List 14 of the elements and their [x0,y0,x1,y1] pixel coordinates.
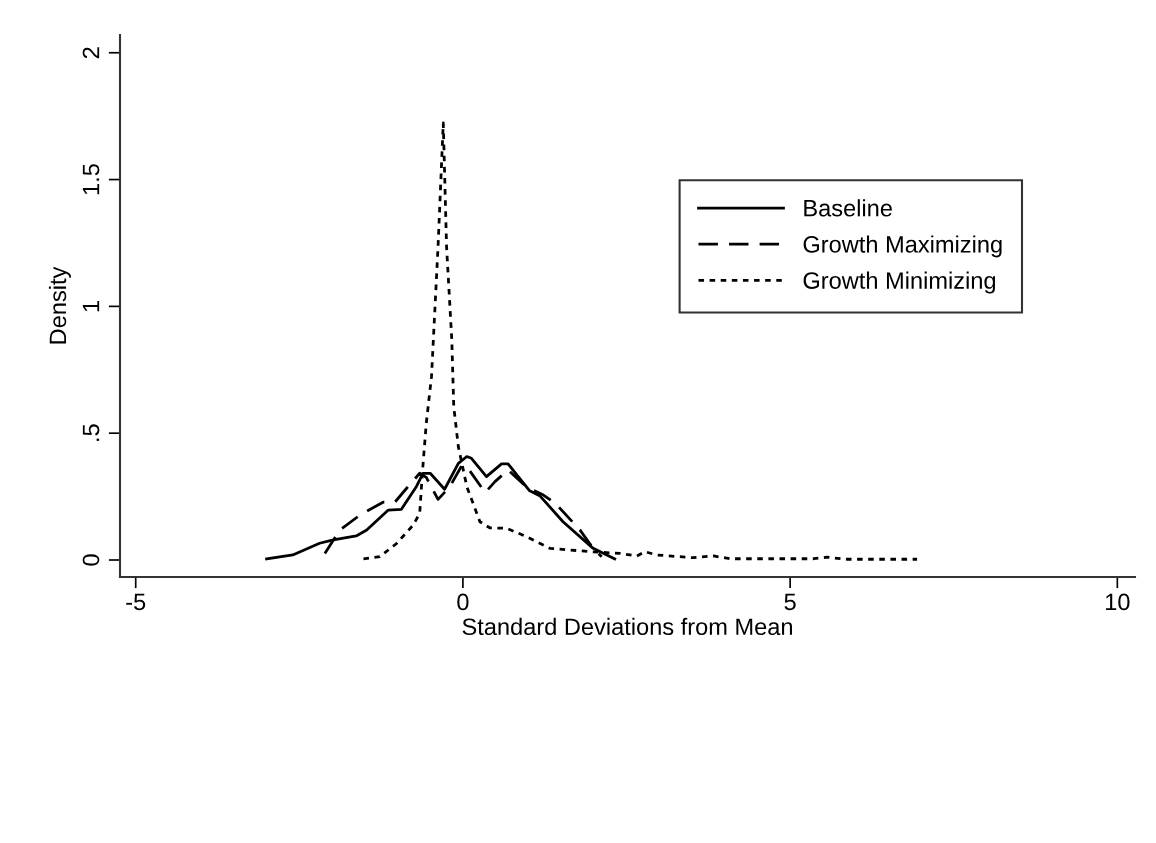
y-tick-label: .5 [82,424,100,441]
legend-label: Growth Maximizing [803,235,1002,258]
y-tick-label: 2 [82,47,100,59]
x-tick-label: -5 [126,593,146,611]
y-tick-label: 1.5 [82,164,100,195]
y-tick-label: 0 [82,554,100,566]
y-tick-label: 1 [82,300,100,312]
x-tick-label: 10 [1106,593,1130,611]
legend-label: Baseline [804,199,892,217]
x-tick-label: 5 [784,593,796,611]
y-axis-title: Density [48,266,71,344]
legend-label: Growth Minimizing [803,271,996,294]
x-axis-title: Standard Deviations from Mean [462,617,792,636]
x-tick-label: 0 [457,593,469,611]
